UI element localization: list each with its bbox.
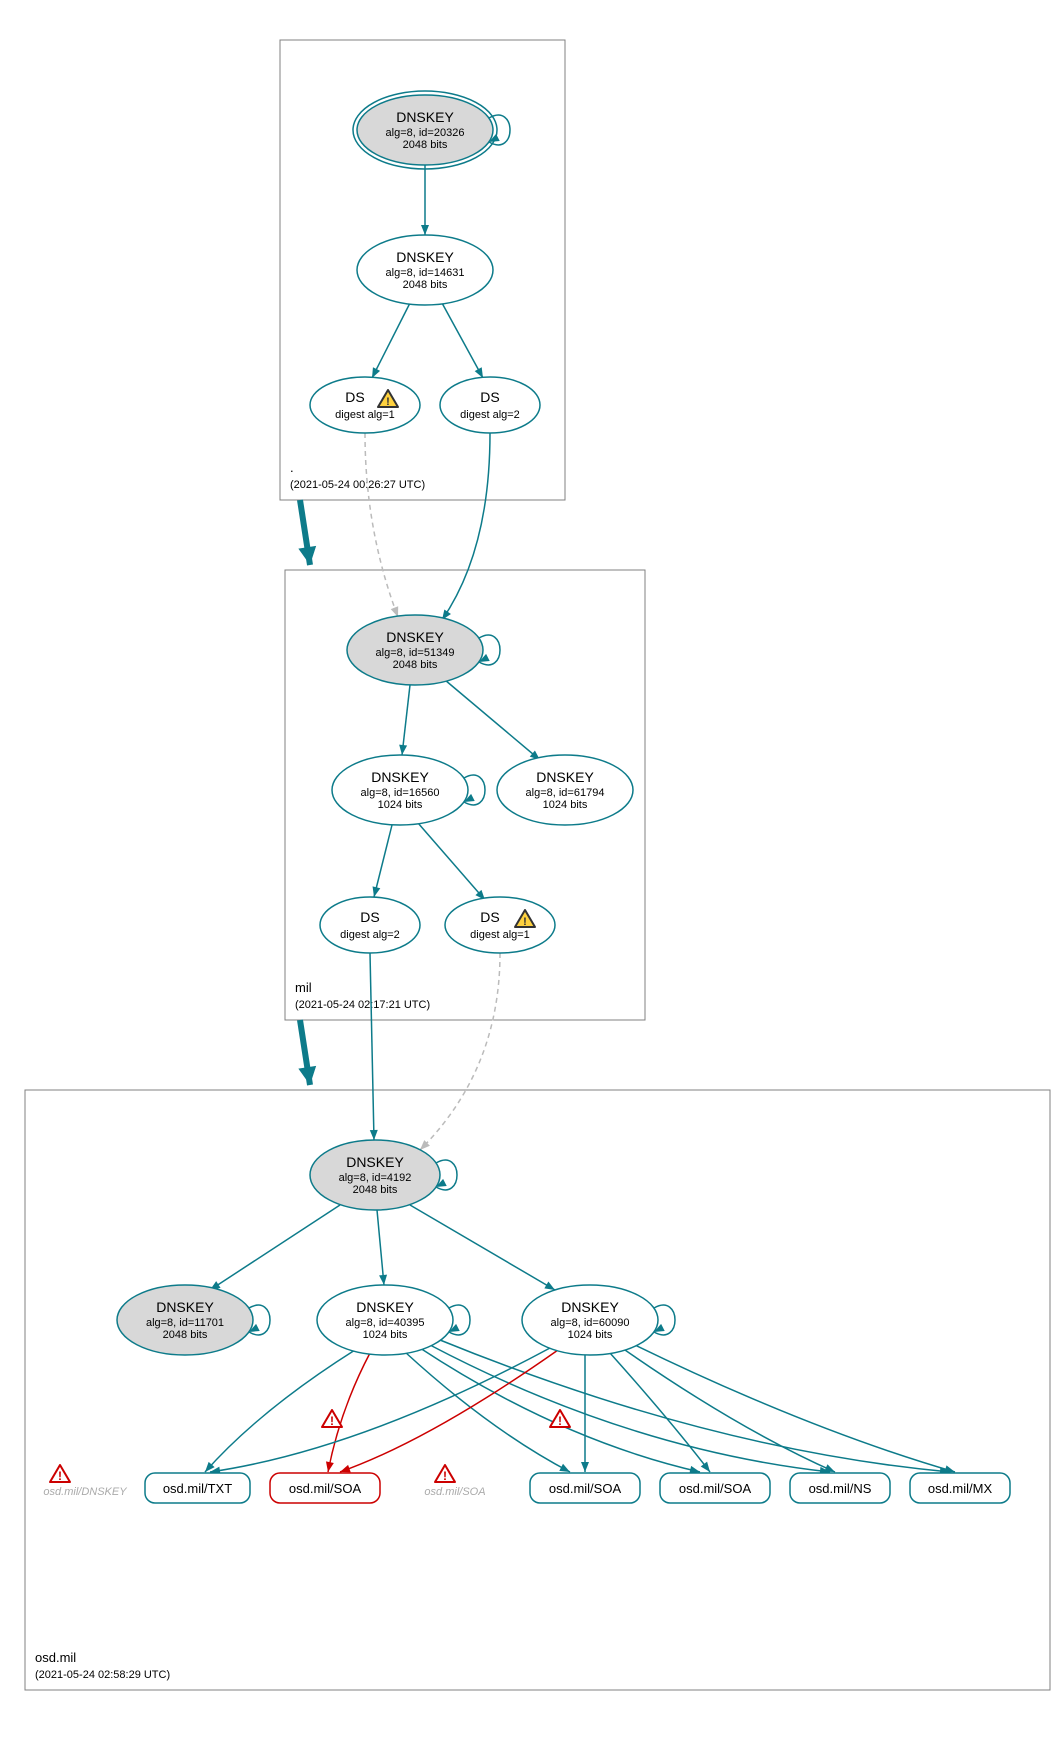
leaf-l_soa2: osd.mil/SOA (530, 1473, 640, 1503)
svg-text:DNSKEY: DNSKEY (371, 769, 429, 785)
svg-text:alg=8, id=61794: alg=8, id=61794 (526, 787, 605, 799)
svg-text:DNSKEY: DNSKEY (396, 109, 454, 125)
svg-text:alg=8, id=60090: alg=8, id=60090 (551, 1317, 630, 1329)
svg-text:DNSKEY: DNSKEY (346, 1154, 404, 1170)
leaf-l_ns: osd.mil/NS (790, 1473, 890, 1503)
svg-text:DNSKEY: DNSKEY (536, 769, 594, 785)
node-n_mil_ds1: DS digest alg=1 (445, 897, 555, 953)
svg-text:osd.mil/NS: osd.mil/NS (809, 1481, 872, 1496)
svg-text:osd.mil/SOA: osd.mil/SOA (679, 1481, 752, 1496)
svg-text:DNSKEY: DNSKEY (356, 1299, 414, 1315)
svg-text:2048 bits: 2048 bits (403, 139, 448, 151)
zone-box-osdmil (25, 1090, 1050, 1690)
svg-text:alg=8, id=11701: alg=8, id=11701 (146, 1317, 224, 1329)
svg-text:!: ! (523, 916, 527, 928)
svg-text:DS: DS (480, 909, 499, 925)
svg-text:.: . (290, 460, 294, 475)
svg-text:!: ! (558, 1414, 562, 1428)
leaf-l_soa1: osd.mil/SOA (270, 1473, 380, 1503)
svg-text:osd.mil/TXT: osd.mil/TXT (163, 1481, 232, 1496)
svg-text:2048 bits: 2048 bits (393, 659, 438, 671)
node-n_osd_k4: DNSKEY alg=8, id=600901024 bits (522, 1285, 675, 1355)
svg-text:DNSKEY: DNSKEY (561, 1299, 619, 1315)
svg-text:(2021-05-24 02:58:29 UTC): (2021-05-24 02:58:29 UTC) (35, 1669, 170, 1681)
dnssec-diagram: . (2021-05-24 00:26:27 UTC) mil (2021-05-24… (10, 10, 1053, 1742)
node-n_root_ksk: DNSKEY alg=8, id=203262048 bits (353, 91, 510, 169)
svg-text:1024 bits: 1024 bits (363, 1329, 408, 1341)
svg-text:2048 bits: 2048 bits (353, 1184, 398, 1196)
svg-text:osd.mil/MX: osd.mil/MX (928, 1481, 993, 1496)
node-n_osd_k2: DNSKEY alg=8, id=117012048 bits (117, 1285, 270, 1355)
svg-text:DNSKEY: DNSKEY (156, 1299, 214, 1315)
svg-text:osd.mil/SOA: osd.mil/SOA (549, 1481, 622, 1496)
svg-text:digest alg=2: digest alg=2 (340, 929, 400, 941)
svg-text:osd.mil/SOA: osd.mil/SOA (424, 1486, 485, 1498)
svg-text:!: ! (386, 396, 390, 408)
svg-text:digest alg=1: digest alg=1 (470, 929, 530, 941)
node-n_root_zsk: DNSKEY alg=8, id=146312048 bits (357, 235, 493, 305)
svg-text:(2021-05-24 00:26:27 UTC): (2021-05-24 00:26:27 UTC) (290, 479, 425, 491)
svg-text:DNSKEY: DNSKEY (386, 629, 444, 645)
node-n_mil_zsk2: DNSKEY alg=8, id=617941024 bits (497, 755, 633, 825)
svg-text:1024 bits: 1024 bits (568, 1329, 613, 1341)
svg-text:DS: DS (480, 389, 499, 405)
node-n_mil_zsk1: DNSKEY alg=8, id=165601024 bits (332, 755, 485, 825)
svg-text:DNSKEY: DNSKEY (396, 249, 454, 265)
svg-text:osd.mil/DNSKEY: osd.mil/DNSKEY (43, 1486, 127, 1498)
svg-text:osd.mil: osd.mil (35, 1650, 76, 1665)
svg-text:!: ! (330, 1414, 334, 1428)
svg-text:1024 bits: 1024 bits (543, 799, 588, 811)
svg-text:mil: mil (295, 980, 312, 995)
svg-text:alg=8, id=51349: alg=8, id=51349 (376, 647, 455, 659)
svg-text:osd.mil/SOA: osd.mil/SOA (289, 1481, 362, 1496)
svg-text:alg=8, id=20326: alg=8, id=20326 (386, 127, 465, 139)
node-n_mil_ds2: DS digest alg=2 (320, 897, 420, 953)
svg-text:!: ! (443, 1469, 447, 1483)
svg-text:!: ! (58, 1469, 62, 1483)
node-n_osd_k3: DNSKEY alg=8, id=403951024 bits (317, 1285, 470, 1355)
leaf-l_mx: osd.mil/MX (910, 1473, 1010, 1503)
leaf-l_txt: osd.mil/TXT (145, 1473, 250, 1503)
node-n_osd_ksk: DNSKEY alg=8, id=41922048 bits (310, 1140, 457, 1210)
svg-text:2048 bits: 2048 bits (163, 1329, 208, 1341)
node-n_mil_ksk: DNSKEY alg=8, id=513492048 bits (347, 615, 500, 685)
svg-text:2048 bits: 2048 bits (403, 279, 448, 291)
node-n_root_ds2: DS digest alg=2 (440, 377, 540, 433)
svg-text:alg=8, id=14631: alg=8, id=14631 (386, 267, 465, 279)
svg-text:alg=8, id=16560: alg=8, id=16560 (361, 787, 440, 799)
svg-text:DS: DS (360, 909, 379, 925)
svg-text:alg=8, id=4192: alg=8, id=4192 (339, 1172, 412, 1184)
svg-text:alg=8, id=40395: alg=8, id=40395 (346, 1317, 425, 1329)
svg-text:DS: DS (345, 389, 364, 405)
svg-text:1024 bits: 1024 bits (378, 799, 423, 811)
svg-text:digest alg=1: digest alg=1 (335, 409, 395, 421)
svg-text:digest alg=2: digest alg=2 (460, 409, 520, 421)
leaf-l_soa3: osd.mil/SOA (660, 1473, 770, 1503)
svg-text:(2021-05-24 02:17:21 UTC): (2021-05-24 02:17:21 UTC) (295, 999, 430, 1011)
node-n_root_ds1: DS digest alg=1 (310, 377, 420, 433)
